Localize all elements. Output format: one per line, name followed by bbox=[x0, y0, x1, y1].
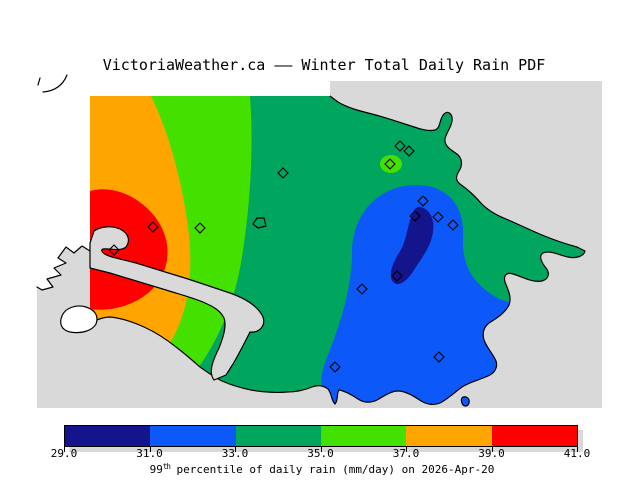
colorbar-tick bbox=[235, 447, 236, 452]
colorbar-tick bbox=[492, 447, 493, 452]
band-35-37-spot bbox=[380, 155, 402, 173]
colorbar-segment-39.0-41.0 bbox=[491, 426, 577, 446]
colorbar-segment-35.0-37.0 bbox=[320, 426, 407, 446]
colorbar-tick bbox=[321, 447, 322, 452]
station-diamond-marker bbox=[384, 158, 396, 170]
caption-prefix: 99 bbox=[149, 463, 163, 476]
colorbar-tick-label: 33.0 bbox=[221, 447, 249, 460]
station-diamond-marker bbox=[432, 211, 444, 223]
colorbar-segment-29.0-31.0 bbox=[65, 426, 151, 446]
band-29-31-region bbox=[390, 206, 434, 285]
station-diamond-marker bbox=[403, 145, 415, 157]
colorbar-caption: 99th percentile of daily rain (mm/day) o… bbox=[150, 461, 495, 476]
colorbar-segment-33.0-35.0 bbox=[235, 426, 321, 446]
colorbar-tick-label: 41.0 bbox=[563, 447, 591, 460]
colorbar-tick-label: 35.0 bbox=[307, 447, 334, 460]
land-outside-domain bbox=[37, 81, 330, 290]
caption-suffix: percentile of daily rain (mm/day) on 202… bbox=[169, 463, 495, 476]
small-lake-outline bbox=[252, 217, 267, 229]
inlet-waterway bbox=[89, 226, 265, 381]
sooke-peninsula-outline bbox=[60, 305, 98, 334]
station-diamond-marker bbox=[391, 270, 403, 282]
station-diamond-marker bbox=[433, 351, 445, 363]
station-diamond-marker bbox=[409, 210, 421, 222]
band-31-33-region bbox=[321, 184, 520, 405]
colorbar-tick bbox=[406, 447, 407, 452]
small-island bbox=[460, 396, 470, 407]
station-diamond-marker bbox=[277, 167, 289, 179]
page-title: VictoriaWeather.ca –– Winter Total Daily… bbox=[102, 56, 546, 74]
station-diamond-marker bbox=[194, 222, 206, 234]
colorbar bbox=[64, 425, 578, 447]
station-diamond-marker bbox=[329, 361, 341, 373]
station-diamond-marker bbox=[447, 219, 459, 231]
colorbar-tick bbox=[150, 447, 151, 452]
caption-superscript: th bbox=[162, 462, 171, 471]
station-diamond-marker bbox=[356, 283, 368, 295]
station-diamond-marker bbox=[108, 244, 120, 256]
station-diamond-marker bbox=[394, 140, 406, 152]
colorbar-tick-label: 29.0 bbox=[50, 447, 78, 460]
west-coastline bbox=[36, 245, 91, 291]
colorbar-tick bbox=[577, 447, 578, 452]
colorbar-tick-label: 39.0 bbox=[478, 447, 505, 460]
colorbar-segment-37.0-39.0 bbox=[406, 426, 492, 446]
colorbar-tick-label: 31.0 bbox=[136, 447, 163, 460]
colorbar-tick-label: 37.0 bbox=[392, 447, 420, 460]
colorbar-segment-31.0-33.0 bbox=[150, 426, 236, 446]
colorbar-tick bbox=[64, 447, 65, 452]
station-diamond-marker bbox=[417, 195, 429, 207]
station-diamond-marker bbox=[147, 221, 159, 233]
station-markers bbox=[108, 140, 459, 373]
coastline-fragment bbox=[37, 74, 68, 93]
mainland-coastline bbox=[89, 95, 586, 405]
